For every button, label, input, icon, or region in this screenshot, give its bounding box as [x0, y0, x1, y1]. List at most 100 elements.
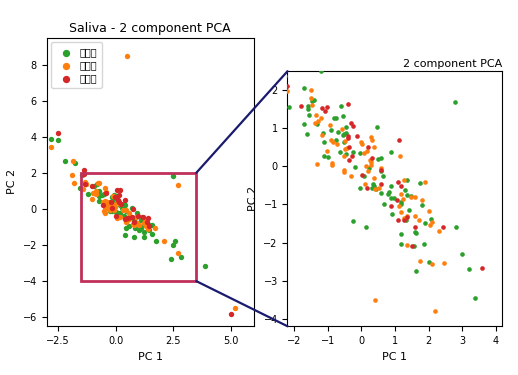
Point: [412, 230, 420, 236]
Point: [356, 184, 364, 190]
Point: [371, 297, 379, 303]
Point: [145, 222, 153, 228]
Point: [160, 238, 168, 244]
Point: [367, 162, 375, 168]
Point: [121, 207, 130, 213]
Point: [343, 145, 351, 151]
Point: [342, 130, 350, 136]
Point: [106, 208, 114, 214]
Point: [338, 126, 346, 132]
Point: [79, 186, 87, 192]
Point: [377, 155, 385, 161]
Point: [358, 172, 366, 178]
Point: [116, 210, 124, 216]
Point: [397, 241, 405, 247]
Point: [418, 197, 426, 203]
Point: [130, 206, 138, 212]
Point: [137, 217, 146, 223]
Point: [367, 159, 376, 165]
Point: [439, 224, 447, 230]
Point: [61, 158, 69, 164]
Point: [307, 87, 315, 93]
Point: [125, 216, 134, 222]
Point: [320, 153, 328, 159]
Point: [387, 202, 395, 208]
Point: [426, 222, 435, 228]
Point: [411, 213, 420, 219]
Point: [104, 200, 112, 206]
Point: [312, 112, 320, 118]
Point: [111, 194, 119, 200]
Point: [99, 199, 107, 205]
Point: [407, 194, 415, 200]
Point: [304, 103, 312, 109]
Point: [336, 149, 344, 155]
Point: [379, 173, 387, 179]
Point: [374, 156, 382, 162]
Point: [121, 196, 130, 202]
Point: [313, 161, 321, 167]
Point: [100, 208, 108, 214]
Point: [108, 206, 117, 212]
Point: [416, 258, 424, 264]
Point: [330, 115, 338, 121]
Point: [340, 169, 348, 175]
Point: [135, 222, 143, 228]
Point: [377, 168, 385, 174]
X-axis label: PC 1: PC 1: [138, 351, 163, 361]
Point: [377, 165, 385, 171]
Point: [359, 150, 368, 156]
Point: [349, 218, 357, 224]
Point: [133, 210, 141, 216]
Point: [339, 132, 348, 138]
Point: [360, 173, 368, 179]
Point: [399, 196, 407, 202]
Point: [120, 213, 128, 219]
Point: [344, 157, 353, 163]
Point: [227, 310, 235, 316]
Point: [276, 85, 284, 91]
Point: [431, 308, 439, 314]
X-axis label: PC 1: PC 1: [382, 351, 408, 361]
Point: [76, 184, 84, 190]
Point: [362, 225, 370, 231]
Point: [425, 208, 434, 214]
Point: [122, 225, 131, 231]
Point: [134, 213, 142, 219]
Point: [339, 167, 348, 173]
Point: [395, 137, 403, 143]
Point: [110, 207, 118, 213]
Point: [282, 88, 291, 94]
Point: [410, 194, 419, 200]
Point: [54, 130, 62, 136]
Point: [396, 153, 405, 159]
Point: [177, 254, 185, 260]
Point: [93, 181, 101, 187]
Point: [428, 261, 436, 267]
Point: [397, 231, 405, 237]
Point: [309, 97, 318, 103]
Point: [122, 217, 131, 223]
Point: [390, 195, 398, 201]
Point: [200, 262, 209, 268]
Point: [168, 242, 177, 248]
Point: [122, 219, 130, 225]
Point: [124, 210, 133, 216]
Point: [396, 209, 405, 214]
Point: [394, 217, 402, 223]
Point: [300, 121, 308, 127]
Point: [118, 202, 126, 208]
Point: [324, 153, 332, 159]
Point: [148, 222, 156, 228]
Point: [144, 215, 152, 221]
Point: [130, 219, 138, 225]
Point: [94, 180, 102, 186]
Point: [332, 115, 340, 121]
Text: 2 component PCA: 2 component PCA: [403, 59, 502, 69]
Point: [405, 207, 413, 213]
Point: [78, 172, 87, 178]
Point: [112, 213, 121, 219]
Point: [102, 189, 110, 195]
Point: [327, 136, 335, 142]
Point: [370, 183, 379, 189]
